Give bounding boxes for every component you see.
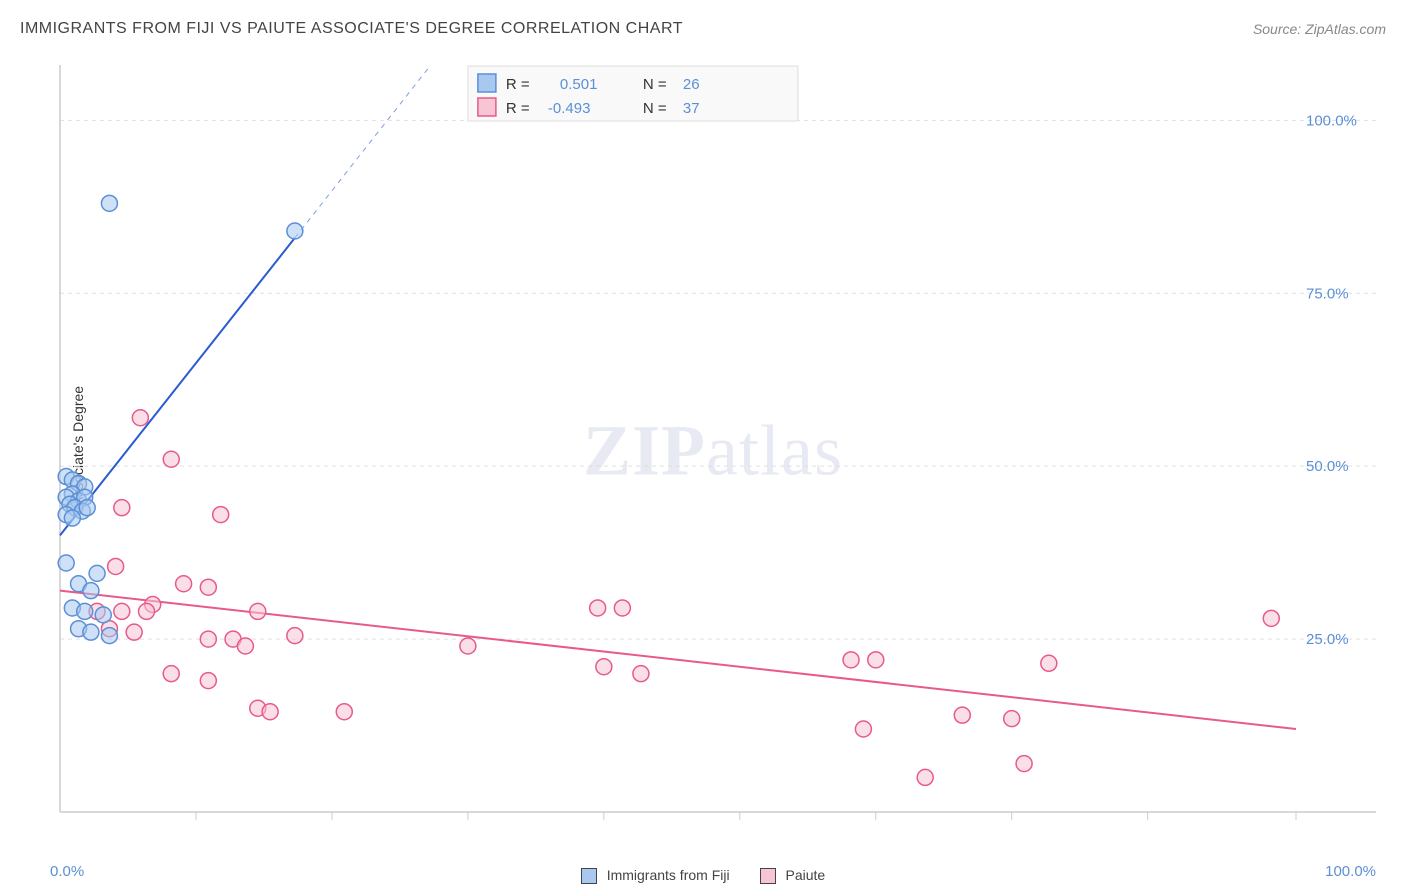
legend-swatch-blue xyxy=(581,868,597,884)
legend-swatch-pink xyxy=(760,868,776,884)
svg-text:R =: R = xyxy=(506,100,530,117)
scatter-svg: 25.0% 50.0% 75.0% 100.0% R = 0.501 N = 26 R = -0.… xyxy=(50,60,1376,842)
legend-label-fiji: Immigrants from Fiji xyxy=(607,867,730,883)
bottom-legend: Immigrants from Fiji Paiute xyxy=(0,867,1406,884)
svg-text:N =: N = xyxy=(643,76,667,93)
svg-text:26: 26 xyxy=(683,76,700,93)
svg-text:100.0%: 100.0% xyxy=(1306,112,1357,129)
svg-text:25.0%: 25.0% xyxy=(1306,631,1349,648)
svg-text:37: 37 xyxy=(683,100,700,117)
svg-text:0.501: 0.501 xyxy=(560,76,598,93)
svg-text:N =: N = xyxy=(643,100,667,117)
svg-text:75.0%: 75.0% xyxy=(1306,285,1349,302)
svg-text:-0.493: -0.493 xyxy=(548,100,591,117)
svg-text:R =: R = xyxy=(506,76,530,93)
chart-title: IMMIGRANTS FROM FIJI VS PAIUTE ASSOCIATE… xyxy=(20,20,683,38)
svg-text:50.0%: 50.0% xyxy=(1306,458,1349,475)
chart-source: Source: ZipAtlas.com xyxy=(1253,21,1386,37)
legend-label-paiute: Paiute xyxy=(785,867,825,883)
legend-item-fiji: Immigrants from Fiji xyxy=(581,867,730,884)
legend-item-paiute: Paiute xyxy=(760,867,826,884)
chart-area: ZIPatlas 25.0%50.0%75.0%100.0%R =0.501N … xyxy=(50,60,1376,842)
